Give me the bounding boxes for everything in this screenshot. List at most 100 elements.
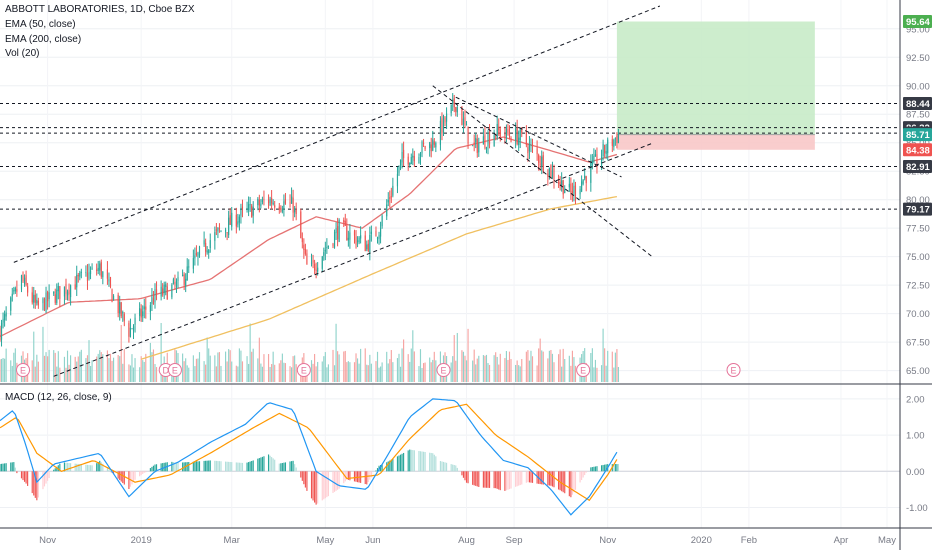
- macd-histogram-bar: [241, 462, 244, 472]
- volume-bar: [86, 355, 89, 382]
- volume-bar: [274, 364, 276, 382]
- candle-body: [142, 311, 144, 317]
- volume-bar: [117, 355, 119, 382]
- macd-histogram-bar: [441, 461, 443, 472]
- volume-legend[interactable]: Vol (20): [5, 48, 40, 59]
- price-tick-label: 92.50: [906, 53, 930, 64]
- candle-body: [547, 173, 549, 177]
- volume-bar: [238, 348, 240, 382]
- macd-histogram-bar: [356, 471, 359, 483]
- macd-histogram-bar: [140, 471, 142, 476]
- price-tag: 95.64: [903, 14, 932, 28]
- macd-histogram-bar: [229, 461, 231, 472]
- candle-body: [568, 183, 570, 188]
- macd-histogram-bar: [182, 462, 184, 472]
- macd-histogram-bar: [424, 451, 426, 472]
- volume-bar: [516, 360, 518, 382]
- macd-histogram-bar: [613, 464, 615, 472]
- volume-bar: [347, 361, 349, 382]
- volume-bar: [314, 353, 316, 382]
- volume-bar: [452, 356, 454, 382]
- candle-body: [358, 237, 360, 243]
- macd-histogram-bar: [312, 471, 314, 501]
- volume-bar: [129, 365, 132, 382]
- macd-histogram-bar: [442, 461, 445, 472]
- candle-body: [376, 237, 379, 239]
- volume-bar: [487, 363, 489, 382]
- macd-histogram-bar: [86, 464, 89, 472]
- volume-bar: [249, 323, 251, 382]
- macd-histogram-bar: [333, 471, 336, 492]
- macd-legend[interactable]: MACD (12, 26, close, 9): [5, 392, 112, 403]
- candle-body: [349, 232, 351, 240]
- candle-body: [215, 229, 217, 231]
- macd-histogram-bar: [155, 464, 158, 472]
- ema200-legend[interactable]: EMA (200, close): [5, 34, 82, 45]
- macd-histogram-bar: [541, 471, 543, 485]
- macd-histogram-bar: [281, 462, 283, 472]
- candle-body: [300, 211, 302, 239]
- macd-histogram-bar: [548, 471, 550, 486]
- earnings-marker-circle: [726, 363, 741, 377]
- macd-histogram-bar: [143, 471, 145, 473]
- volume-bar: [36, 354, 38, 382]
- macd-histogram-bar: [301, 471, 303, 481]
- candle-body: [396, 173, 399, 187]
- candle-body: [418, 157, 420, 164]
- volume-bar: [370, 363, 372, 382]
- volume-bar: [68, 364, 70, 382]
- candle-body: [370, 231, 372, 234]
- macd-histogram-bar: [392, 458, 394, 472]
- volume-bar: [88, 340, 90, 382]
- candle-body: [473, 142, 475, 144]
- candle-body: [106, 269, 108, 279]
- macd-histogram-bar: [77, 463, 79, 472]
- candle-body: [516, 127, 518, 145]
- volume-bar: [380, 366, 382, 382]
- symbol-title[interactable]: ABBOTT LABORATORIES, 1D, Cboe BZX: [5, 4, 195, 15]
- candle-body: [197, 252, 199, 257]
- volume-bar: [280, 360, 282, 382]
- volume-bar: [464, 355, 466, 382]
- macd-histogram-bar: [499, 471, 501, 491]
- volume-bar: [4, 358, 6, 382]
- candle-body: [445, 113, 448, 122]
- macd-histogram-bar: [20, 471, 23, 479]
- volume-bar: [142, 360, 144, 382]
- time-tick-label: May: [878, 535, 896, 546]
- volume-bar: [355, 353, 357, 382]
- macd-histogram-bar: [418, 451, 420, 472]
- macd-histogram-bar: [617, 464, 620, 472]
- ema50-legend[interactable]: EMA (50, close): [5, 19, 76, 30]
- macd-histogram-bar: [175, 462, 178, 472]
- candle-body: [249, 204, 251, 206]
- volume-bar: [453, 335, 455, 382]
- macd-histogram-bar: [573, 471, 575, 493]
- candle-body: [290, 196, 293, 204]
- volume-bar: [231, 361, 233, 382]
- volume-bar: [57, 351, 59, 382]
- candle-body: [604, 144, 606, 154]
- candle-body: [335, 227, 337, 234]
- volume-bar: [109, 353, 112, 382]
- volume-bar: [536, 365, 538, 382]
- macd-histogram-bar: [260, 457, 262, 472]
- candle-body: [59, 286, 61, 299]
- macd-histogram-bar: [399, 454, 402, 472]
- volume-bar: [472, 360, 474, 382]
- candle-body: [507, 129, 509, 134]
- candle-body: [260, 203, 262, 207]
- candle-body: [272, 202, 274, 205]
- candle-body: [214, 232, 216, 241]
- candle-body: [248, 204, 250, 211]
- candle-body: [607, 139, 609, 154]
- macd-histogram-bar: [467, 471, 469, 484]
- volume-bar: [123, 348, 125, 382]
- candle-body: [487, 133, 489, 147]
- volume-bar: [42, 326, 44, 382]
- macd-histogram-bar: [568, 471, 570, 497]
- candle-body: [14, 287, 16, 292]
- macd-histogram-bar: [149, 468, 151, 472]
- macd-histogram-bar: [364, 471, 366, 485]
